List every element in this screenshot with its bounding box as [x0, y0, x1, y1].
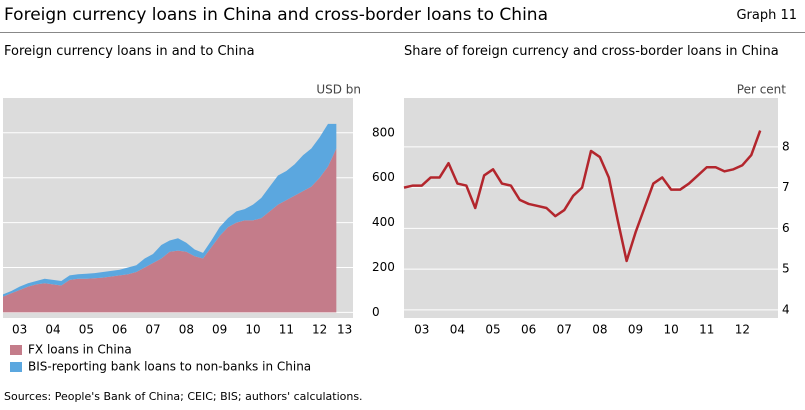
- y-tick-label: 400: [372, 215, 395, 229]
- y-tick-label: 600: [372, 170, 395, 184]
- y-tick-label: 800: [372, 125, 395, 139]
- x-tick-label: 08: [179, 323, 194, 337]
- area: [3, 123, 337, 297]
- x-tick-label: 04: [45, 323, 60, 337]
- legend-swatch: [10, 362, 22, 372]
- x-tick-label: 03: [12, 323, 27, 337]
- x-tick-label: 03: [414, 323, 429, 337]
- y-tick-label: 7: [782, 180, 790, 194]
- sources: Sources: People's Bank of China; CEIC; B…: [4, 390, 363, 403]
- header-rule: [0, 32, 805, 33]
- x-tick-label: 10: [664, 323, 679, 337]
- legend-swatch: [10, 345, 22, 355]
- plot-background: [404, 98, 778, 318]
- page-title: Foreign currency loans in China and cros…: [4, 5, 548, 25]
- y-tick-label: 0: [372, 305, 380, 319]
- x-tick-label: 06: [521, 323, 536, 337]
- x-tick-label: 10: [245, 323, 260, 337]
- panel-title: Foreign currency loans in and to China: [4, 44, 255, 59]
- x-tick-label: 04: [450, 323, 465, 337]
- y-tick-label: 8: [782, 139, 790, 153]
- y-tick-label: 6: [782, 221, 790, 235]
- x-tick-label: 09: [628, 323, 643, 337]
- y-tick-label: 5: [782, 262, 790, 276]
- x-tick-label: 11: [279, 323, 294, 337]
- x-tick-label: 12: [312, 323, 327, 337]
- x-tick-label: 05: [79, 323, 94, 337]
- x-tick-label: 13: [337, 323, 352, 337]
- x-tick-label: 08: [592, 323, 607, 337]
- y-tick-label: 200: [372, 260, 395, 274]
- x-tick-label: 09: [212, 323, 227, 337]
- line: [403, 130, 762, 263]
- y-tick-label: 4: [782, 302, 790, 316]
- x-tick-label: 06: [112, 323, 127, 337]
- x-tick-label: 11: [699, 323, 714, 337]
- x-tick-label: 12: [735, 323, 750, 337]
- x-tick-label: 07: [557, 323, 572, 337]
- area: [3, 148, 337, 313]
- x-tick-label: 07: [145, 323, 160, 337]
- unit-label: USD bn: [316, 83, 361, 97]
- unit-label: Per cent: [737, 83, 787, 97]
- panel-title: Share of foreign currency and cross-bord…: [404, 44, 779, 59]
- x-tick-label: 05: [485, 323, 500, 337]
- graph-label: Graph 11: [736, 8, 797, 23]
- legend-label: FX loans in China: [28, 343, 132, 357]
- legend-label: BIS-reporting bank loans to non-banks in…: [28, 360, 311, 374]
